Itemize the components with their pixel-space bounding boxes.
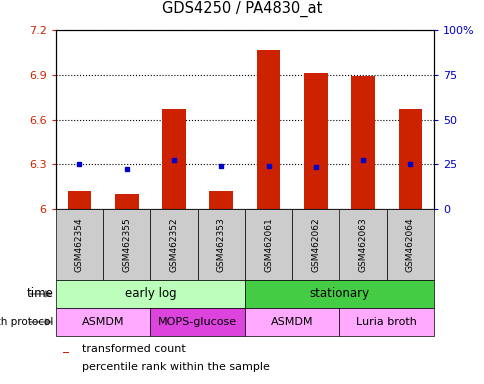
Text: GSM462352: GSM462352	[169, 217, 178, 272]
Text: MOPS-glucose: MOPS-glucose	[158, 317, 237, 327]
Text: GSM462063: GSM462063	[358, 217, 367, 272]
Bar	[162, 109, 185, 209]
Text: GSM462064: GSM462064	[405, 217, 414, 272]
Bar	[303, 73, 327, 209]
Text: growth protocol: growth protocol	[0, 317, 53, 327]
Bar	[150, 209, 197, 280]
Bar	[244, 308, 339, 336]
Text: GDS4250 / PA4830_at: GDS4250 / PA4830_at	[162, 1, 322, 17]
Text: ASMDM: ASMDM	[82, 317, 124, 327]
Bar	[244, 209, 291, 280]
Bar	[386, 209, 433, 280]
Bar	[56, 209, 103, 280]
Bar	[115, 194, 138, 209]
Bar	[67, 191, 91, 209]
Bar	[244, 280, 433, 308]
Bar	[398, 109, 422, 209]
Bar	[56, 308, 150, 336]
Text: time: time	[27, 288, 53, 300]
Bar	[350, 76, 374, 209]
Text: percentile rank within the sample: percentile rank within the sample	[82, 362, 270, 372]
Text: GSM462062: GSM462062	[311, 217, 320, 272]
Text: GSM462354: GSM462354	[75, 217, 84, 272]
Text: GSM462353: GSM462353	[216, 217, 226, 272]
Bar	[63, 370, 69, 371]
Bar	[339, 308, 433, 336]
Bar	[150, 308, 244, 336]
Text: ASMDM: ASMDM	[271, 317, 313, 327]
Text: early log: early log	[124, 288, 176, 300]
Bar	[63, 352, 69, 353]
Text: GSM462061: GSM462061	[263, 217, 272, 272]
Bar	[103, 209, 150, 280]
Text: GSM462355: GSM462355	[122, 217, 131, 272]
Text: stationary: stationary	[309, 288, 369, 300]
Bar	[291, 209, 339, 280]
Text: transformed count: transformed count	[82, 344, 186, 354]
Bar	[256, 50, 280, 209]
Bar	[197, 209, 244, 280]
Bar	[56, 280, 244, 308]
Bar	[209, 191, 233, 209]
Bar	[339, 209, 386, 280]
Text: Luria broth: Luria broth	[356, 317, 416, 327]
